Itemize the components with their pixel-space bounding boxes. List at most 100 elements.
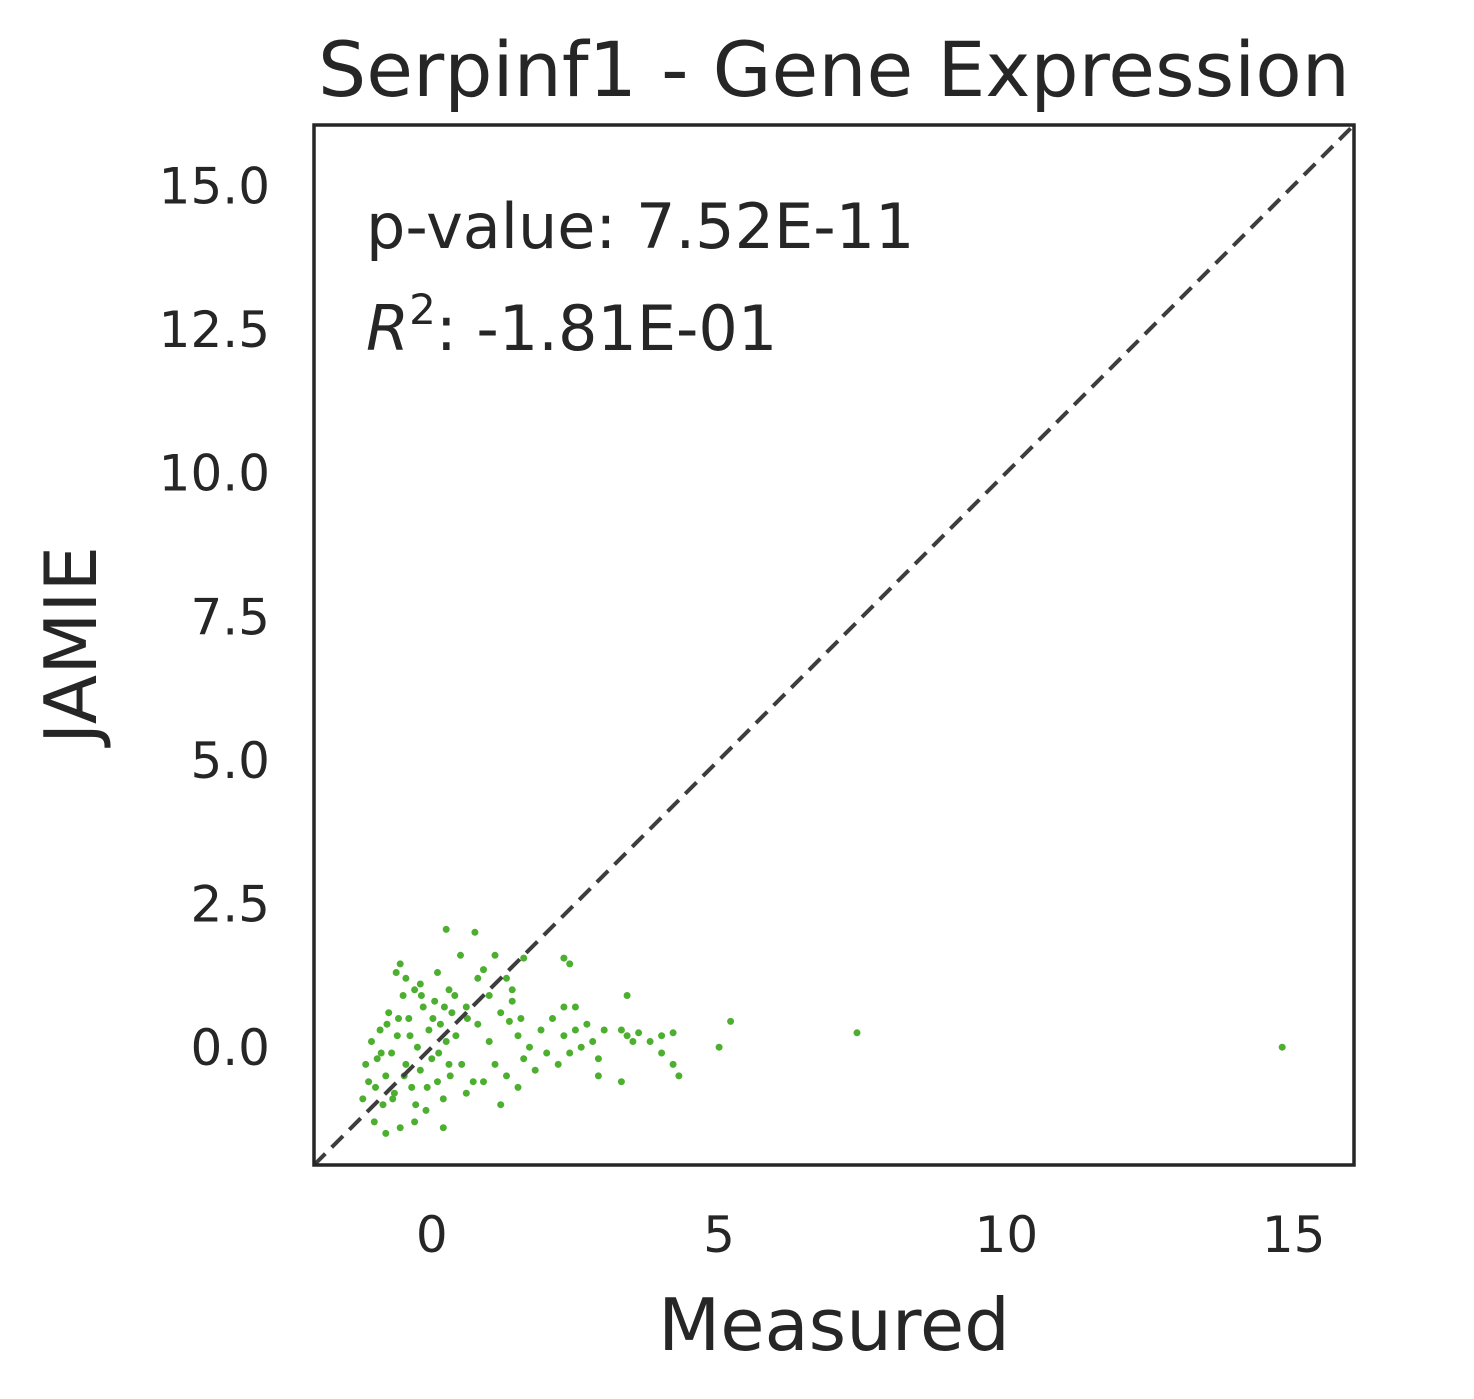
data-point bbox=[370, 1118, 378, 1126]
data-point bbox=[566, 1049, 574, 1057]
data-point bbox=[396, 960, 404, 968]
data-point bbox=[389, 1095, 397, 1103]
data-point bbox=[402, 1060, 410, 1068]
data-point bbox=[439, 1095, 447, 1103]
data-point bbox=[583, 1020, 591, 1028]
data-point bbox=[416, 1066, 424, 1074]
data-point bbox=[503, 974, 510, 982]
data-point bbox=[419, 1003, 427, 1011]
data-point bbox=[458, 1060, 466, 1068]
data-point bbox=[379, 1101, 387, 1109]
stats-annotation: p-value: 7.52E-11 R2: -1.81E-01 bbox=[366, 190, 915, 365]
data-point bbox=[462, 1003, 470, 1011]
data-point bbox=[431, 997, 439, 1005]
data-point bbox=[508, 986, 516, 994]
data-point bbox=[560, 1032, 568, 1040]
data-point bbox=[629, 1038, 637, 1045]
data-point bbox=[446, 1072, 454, 1080]
data-point bbox=[508, 997, 516, 1005]
x-tick-label: 15 bbox=[1262, 1206, 1326, 1264]
data-point bbox=[566, 960, 574, 968]
data-point bbox=[658, 1049, 666, 1057]
data-point bbox=[520, 954, 528, 962]
data-point bbox=[537, 1026, 545, 1034]
y-tick-label: 15.0 bbox=[159, 157, 270, 215]
data-point bbox=[428, 1055, 436, 1063]
data-point bbox=[359, 1095, 367, 1103]
data-point bbox=[383, 1020, 391, 1028]
data-point bbox=[411, 1118, 419, 1126]
data-point bbox=[491, 951, 499, 959]
data-point bbox=[413, 1043, 421, 1051]
data-point bbox=[376, 1026, 384, 1034]
data-point bbox=[434, 1078, 441, 1086]
data-point bbox=[392, 969, 400, 976]
data-point bbox=[600, 1026, 608, 1034]
data-point bbox=[669, 1060, 677, 1068]
data-point bbox=[440, 1003, 448, 1011]
data-point bbox=[675, 1072, 683, 1080]
data-point bbox=[491, 1060, 499, 1068]
data-point bbox=[373, 1055, 381, 1063]
data-point bbox=[589, 1038, 597, 1045]
y-tick-label: 2.5 bbox=[190, 876, 270, 934]
data-point bbox=[485, 1038, 493, 1045]
data-point bbox=[372, 1083, 379, 1091]
data-point bbox=[402, 974, 410, 982]
data-point bbox=[445, 1060, 453, 1068]
data-point bbox=[425, 1026, 433, 1034]
data-point bbox=[514, 1032, 522, 1040]
data-point bbox=[390, 1089, 398, 1097]
data-point bbox=[417, 992, 425, 999]
data-point bbox=[554, 1060, 562, 1068]
data-point bbox=[658, 1032, 666, 1040]
data-point bbox=[429, 1015, 437, 1022]
data-point bbox=[549, 1015, 556, 1022]
data-point bbox=[411, 986, 419, 994]
y-tick-label: 0.0 bbox=[190, 1019, 270, 1077]
data-point bbox=[594, 1055, 602, 1063]
data-point bbox=[435, 1049, 443, 1057]
data-point bbox=[505, 1017, 513, 1025]
data-point bbox=[396, 1124, 404, 1132]
data-point bbox=[451, 992, 459, 999]
r2-text: R2: -1.81E-01 bbox=[366, 285, 777, 365]
data-point bbox=[503, 1072, 510, 1080]
data-point bbox=[382, 1129, 390, 1137]
data-point bbox=[623, 992, 631, 999]
identity-line bbox=[312, 123, 1356, 1167]
data-point bbox=[395, 1015, 402, 1022]
data-point bbox=[853, 1029, 861, 1037]
data-point bbox=[571, 1026, 579, 1034]
x-tick-label: 10 bbox=[975, 1206, 1039, 1264]
data-point bbox=[480, 966, 487, 974]
r2-symbol: R bbox=[366, 292, 409, 365]
x-axis-label: Measured bbox=[658, 1283, 1010, 1367]
data-point bbox=[408, 1083, 416, 1091]
data-point bbox=[646, 1038, 654, 1045]
data-point bbox=[531, 1066, 539, 1074]
data-point bbox=[485, 992, 493, 999]
data-point bbox=[368, 1038, 375, 1045]
y-tick-label: 12.5 bbox=[159, 301, 270, 359]
data-point bbox=[517, 1015, 525, 1022]
data-point bbox=[405, 1015, 413, 1022]
data-point bbox=[727, 1017, 735, 1025]
data-point bbox=[423, 1083, 431, 1091]
data-point bbox=[442, 925, 450, 933]
data-point bbox=[474, 974, 482, 982]
data-point bbox=[577, 1043, 585, 1051]
chart-title: Serpinf1 - Gene Expression bbox=[318, 25, 1350, 114]
data-point bbox=[434, 969, 441, 976]
data-point bbox=[393, 1032, 401, 1040]
data-point bbox=[543, 1049, 551, 1057]
data-point bbox=[623, 1032, 631, 1040]
data-point bbox=[365, 1078, 373, 1086]
data-point bbox=[388, 1049, 396, 1057]
x-tick-label: 5 bbox=[703, 1206, 735, 1264]
x-tick-label: 0 bbox=[416, 1206, 448, 1264]
data-point bbox=[382, 1072, 390, 1080]
data-point bbox=[480, 1078, 487, 1086]
y-tick-label: 5.0 bbox=[190, 732, 270, 790]
